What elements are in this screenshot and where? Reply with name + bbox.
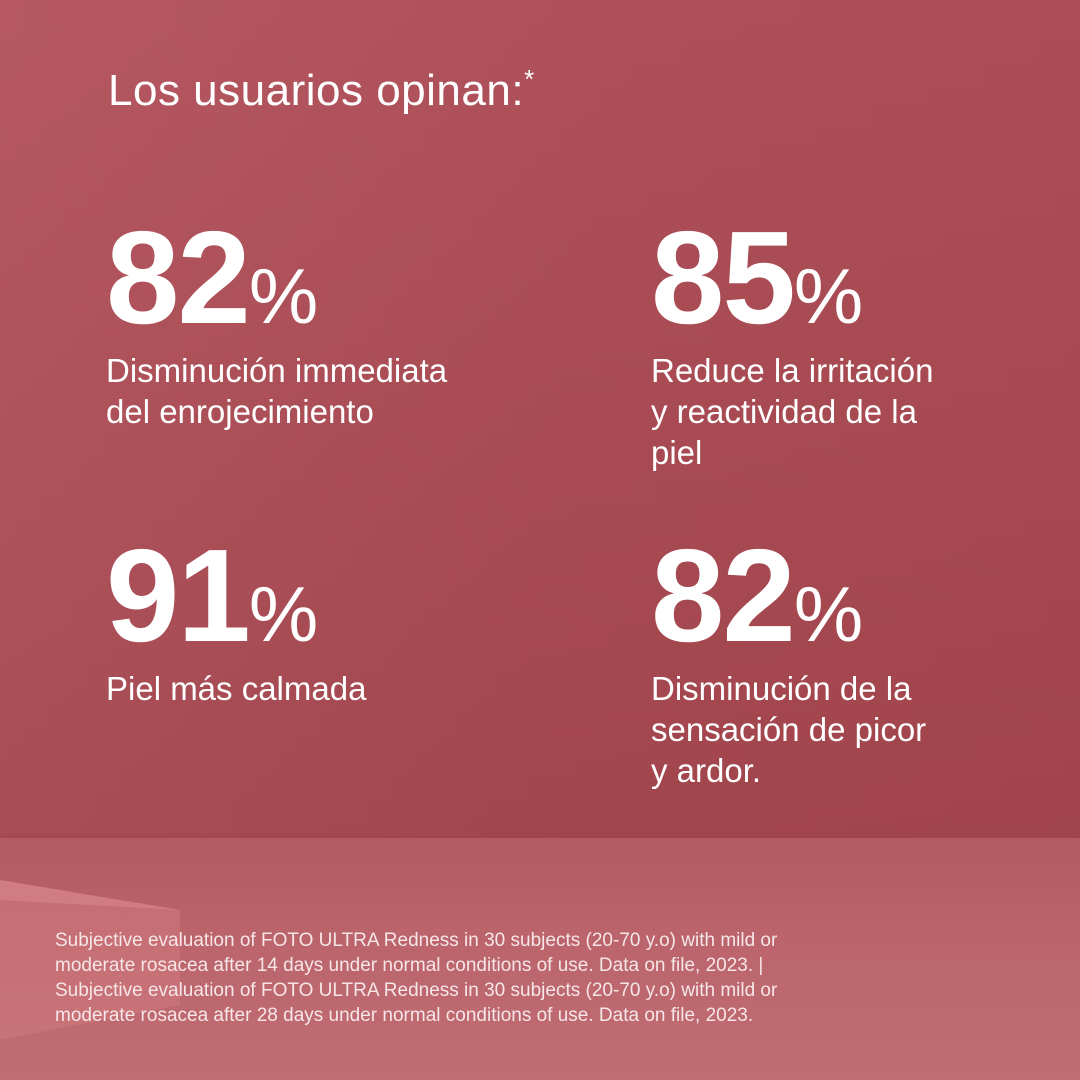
stat-label-line: y ardor. (651, 752, 762, 789)
page-title: Los usuarios opinan:* (108, 64, 535, 116)
stat-unit: % (793, 252, 864, 340)
stat-label: Reduce la irritación y reactividad de la… (651, 350, 933, 473)
stat-2: 85% Reduce la irritación y reactividad d… (651, 212, 933, 473)
stat-4: 82% Disminución de la sensación de picor… (651, 530, 926, 791)
title-text: Los usuarios opinan: (108, 66, 525, 115)
stat-label: Disminución immediata del enrojecimiento (106, 350, 447, 432)
stat-label-line: Reduce la irritación (651, 352, 934, 389)
stat-label: Disminución de la sensación de picor y a… (651, 668, 926, 791)
stat-label-line: y reactividad de la (651, 393, 917, 430)
title-asterisk: * (524, 64, 535, 94)
background-wall (0, 0, 1080, 845)
footnote-line: moderate rosacea after 14 days under nor… (55, 955, 764, 976)
stat-value: 82% (106, 212, 447, 344)
stat-value: 85% (651, 212, 933, 344)
footnote-line: Subjective evaluation of FOTO ULTRA Redn… (55, 930, 778, 951)
stat-number: 82 (106, 204, 251, 351)
plinth-decoration (0, 880, 180, 1040)
footnote: Subjective evaluation of FOTO ULTRA Redn… (55, 928, 777, 1028)
stat-3: 91% Piel más calmada (106, 530, 366, 709)
stat-label-line: Piel más calmada (106, 670, 367, 707)
stat-label-line: Disminución de la (651, 670, 912, 707)
stat-1: 82% Disminución immediata del enrojecimi… (106, 212, 447, 432)
stat-unit: % (248, 570, 319, 658)
stat-unit: % (248, 252, 319, 340)
footnote-line: Subjective evaluation of FOTO ULTRA Redn… (55, 980, 778, 1001)
stat-number: 91 (106, 522, 251, 669)
stat-value: 91% (106, 530, 366, 662)
stat-label: Piel más calmada (106, 668, 366, 709)
footnote-line: moderate rosacea after 28 days under nor… (55, 1005, 754, 1026)
stat-label-line: sensación de picor (651, 711, 927, 748)
stat-label-line: del enrojecimiento (106, 393, 374, 430)
stat-number: 82 (651, 522, 796, 669)
stat-value: 82% (651, 530, 926, 662)
stat-number: 85 (651, 204, 796, 351)
stat-label-line: piel (651, 434, 703, 471)
stat-unit: % (793, 570, 864, 658)
stat-label-line: Disminución immediata (106, 352, 448, 389)
